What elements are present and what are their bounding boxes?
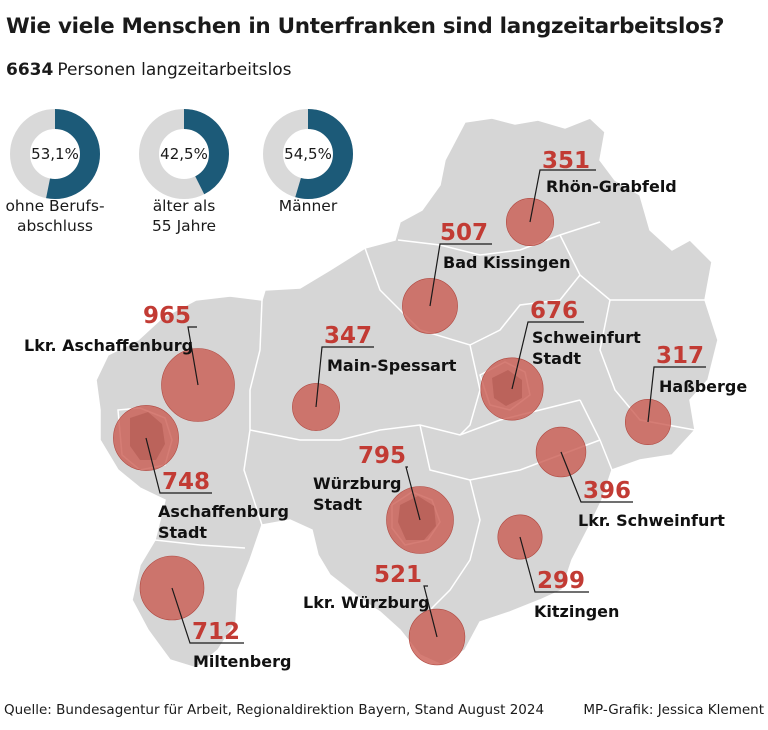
value-label: 351 xyxy=(542,148,590,174)
total-value: 6634 xyxy=(6,60,54,80)
donut-label-line: 55 Jahre xyxy=(151,217,217,235)
donut-segment xyxy=(139,109,229,199)
region-name: Aschaffenburg xyxy=(158,502,289,521)
donut-value: 42,5% xyxy=(160,145,208,163)
value-label: 748 xyxy=(162,469,210,495)
region-name: Lkr. Würzburg xyxy=(303,593,430,612)
donut-chart: 54,5% xyxy=(259,105,357,203)
region-name: Main-Spessart xyxy=(327,356,457,375)
donut-label: ohne Berufs-abschluss xyxy=(0,196,115,236)
callout-line xyxy=(429,243,492,307)
donut-label: Männer xyxy=(248,196,368,216)
callout-line xyxy=(560,451,633,503)
border-line xyxy=(397,221,601,256)
callout-line xyxy=(519,536,589,593)
callout-line xyxy=(171,587,244,644)
region-name: Stadt xyxy=(532,349,581,368)
callout-line xyxy=(647,366,706,423)
value-label: 795 xyxy=(358,443,406,469)
value-label: 347 xyxy=(324,323,372,349)
region-name: Rhön-Grabfeld xyxy=(546,177,677,196)
region-name: Stadt xyxy=(313,495,362,514)
callout-line xyxy=(315,346,374,408)
bubble-schweinfurt-stadt xyxy=(480,357,544,421)
donut-segment xyxy=(263,109,353,199)
border-line xyxy=(429,479,481,611)
donut-segment xyxy=(10,109,100,199)
callout-line xyxy=(511,321,584,390)
value-label: 299 xyxy=(537,568,585,594)
donut-value: 53,1% xyxy=(31,145,79,163)
donut-label-line: abschluss xyxy=(16,217,94,235)
border-line xyxy=(154,539,246,549)
donut-value: 54,5% xyxy=(284,145,332,163)
callout-line xyxy=(145,437,212,494)
map-outline xyxy=(95,117,719,669)
region-name: Haßberge xyxy=(659,377,747,396)
callout-line xyxy=(187,326,199,386)
donut-chart: 53,1% xyxy=(6,105,104,203)
callout-line xyxy=(405,466,421,521)
callout-line xyxy=(423,585,438,638)
region-name: Stadt xyxy=(158,523,207,542)
value-label: 676 xyxy=(530,298,578,324)
region-name: Kitzingen xyxy=(534,602,619,621)
donut-label-line: älter als xyxy=(152,197,216,215)
value-label: 521 xyxy=(374,562,422,588)
credit-note: MP-Grafik: Jessica Klement xyxy=(583,702,764,718)
donut-label-line: Männer xyxy=(278,197,338,215)
total-label: Personen langzeitarbeitslos xyxy=(57,60,292,80)
donut-label-line: ohne Berufs- xyxy=(5,197,105,215)
region-name: Würzburg xyxy=(313,474,401,493)
value-label: 712 xyxy=(192,619,240,645)
total-summary: 6634 Personen langzeitarbeitslos xyxy=(6,60,291,80)
donut-label: älter als 55 Jahre xyxy=(124,196,244,236)
value-label: 965 xyxy=(143,303,191,329)
region-name: Lkr. Schweinfurt xyxy=(578,511,725,530)
callout-line xyxy=(529,169,596,223)
chart-title: Wie viele Menschen in Unterfranken sind … xyxy=(6,14,725,39)
unterfranken-map: 351 Rhön-Grabfeld 507 Bad Kissingen 965 Lkr. … xyxy=(24,117,747,671)
border-line xyxy=(364,247,581,346)
region-outline xyxy=(95,117,719,669)
border-line xyxy=(243,299,263,526)
value-label: 507 xyxy=(440,220,488,246)
donut-chart: 42,5% xyxy=(135,105,233,203)
source-note: Quelle: Bundesagentur für Arbeit, Region… xyxy=(4,702,545,718)
value-label: 396 xyxy=(583,478,631,504)
label-layer: 351 Rhön-Grabfeld 507 Bad Kissingen 965 Lkr. … xyxy=(24,148,747,671)
region-name: Lkr. Aschaffenburg xyxy=(24,336,193,355)
region-name: Miltenberg xyxy=(193,652,291,671)
value-label: 317 xyxy=(656,343,704,369)
region-name: Schweinfurt xyxy=(532,328,641,347)
region-name: Bad Kissingen xyxy=(443,253,571,272)
border-line xyxy=(459,344,481,436)
